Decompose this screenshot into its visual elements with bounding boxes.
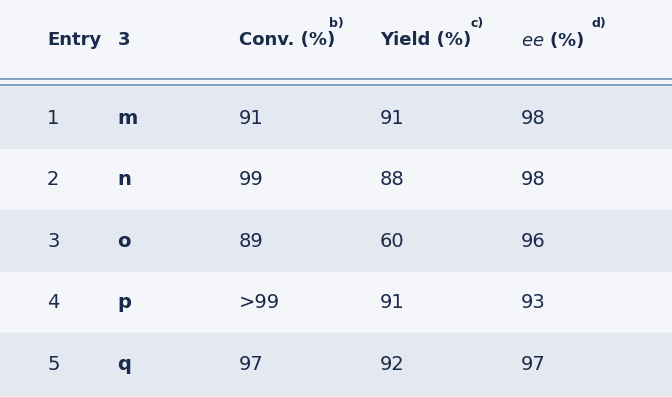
Bar [0,210,672,272]
Text: 97: 97 [521,355,546,374]
Text: n: n [118,170,132,189]
Text: 98: 98 [521,109,546,127]
Bar [0,272,672,333]
Text: Conv. (%): Conv. (%) [239,31,335,49]
Text: 96: 96 [521,232,546,251]
Text: Yield (%): Yield (%) [380,31,471,49]
Text: m: m [118,109,138,127]
Text: 60: 60 [380,232,405,251]
Text: d): d) [591,17,606,30]
Text: Entry: Entry [47,31,101,49]
Text: 91: 91 [380,293,405,312]
Text: 91: 91 [380,109,405,127]
Bar [0,87,672,149]
Text: 1: 1 [47,109,59,127]
Text: 89: 89 [239,232,263,251]
Text: >99: >99 [239,293,280,312]
Text: 4: 4 [47,293,59,312]
Text: 3: 3 [118,31,130,49]
Text: 97: 97 [239,355,263,374]
Text: 5: 5 [47,355,60,374]
Text: $\it{ee}$ (%): $\it{ee}$ (%) [521,30,584,50]
Text: p: p [118,293,132,312]
Text: 99: 99 [239,170,263,189]
Bar [0,149,672,210]
Text: 2: 2 [47,170,59,189]
Text: 93: 93 [521,293,546,312]
Text: 91: 91 [239,109,263,127]
Text: 88: 88 [380,170,405,189]
Text: o: o [118,232,131,251]
Text: 92: 92 [380,355,405,374]
Text: q: q [118,355,132,374]
Bar [0,0,672,87]
Text: b): b) [329,17,344,30]
Text: c): c) [470,17,484,30]
Text: 98: 98 [521,170,546,189]
Bar [0,333,672,395]
Text: 3: 3 [47,232,59,251]
